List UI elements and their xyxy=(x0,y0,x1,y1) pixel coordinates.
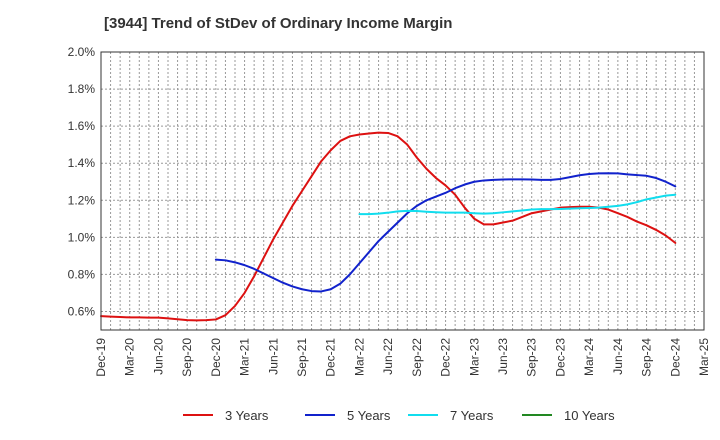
x-tick-label: Mar-24 xyxy=(582,338,596,376)
series-line-7-years xyxy=(358,193,677,216)
x-tick-label: Sep-24 xyxy=(640,338,654,377)
y-tick-label: 0.8% xyxy=(68,267,96,281)
x-tick-label: Sep-21 xyxy=(295,338,309,377)
x-axis-ticks: Dec-19 Mar-20 Jun-20 Sep-20 Dec-20 Mar-21 Jun-… xyxy=(94,338,711,377)
x-tick-label: Dec-21 xyxy=(324,338,338,377)
series-line-3-years xyxy=(100,131,677,322)
x-tick-label: Sep-20 xyxy=(180,338,194,377)
legend-label-5-years: 5 Years xyxy=(347,408,391,423)
series-lines xyxy=(100,131,677,322)
x-tick-label: Mar-25 xyxy=(697,338,711,376)
series-line-5-years xyxy=(214,172,677,293)
x-tick-label: Jun-20 xyxy=(151,338,165,375)
y-tick-label: 1.2% xyxy=(68,193,96,207)
x-tick-label: Dec-20 xyxy=(209,338,223,377)
x-tick-label: Mar-23 xyxy=(467,338,481,376)
plot-frame xyxy=(100,51,705,331)
plot-area xyxy=(101,52,704,330)
y-tick-label: 2.0% xyxy=(68,45,96,59)
legend: 3 Years 5 Years 7 Years 10 Years xyxy=(183,408,615,423)
x-tick-label: Jun-24 xyxy=(611,338,625,375)
x-tick-label: Mar-20 xyxy=(123,338,137,376)
x-tick-label: Jun-22 xyxy=(381,338,395,375)
x-tick-label: Mar-21 xyxy=(238,338,252,376)
y-tick-label: 1.8% xyxy=(68,82,96,96)
x-tick-label: Dec-22 xyxy=(439,338,453,377)
x-tick-label: Sep-23 xyxy=(525,338,539,377)
y-tick-label: 0.6% xyxy=(68,304,96,318)
x-tick-label: Jun-21 xyxy=(266,338,280,375)
chart-title: [3944] Trend of StDev of Ordinary Income… xyxy=(104,15,452,32)
y-axis-ticks: 0.6% 0.8% 1.0% 1.2% 1.4% 1.6% 1.8% 2.0% xyxy=(68,45,96,318)
y-tick-label: 1.4% xyxy=(68,156,96,170)
legend-label-10-years: 10 Years xyxy=(564,408,615,423)
x-tick-label: Dec-23 xyxy=(553,338,567,377)
x-tick-label: Sep-22 xyxy=(410,338,424,377)
x-tick-label: Dec-19 xyxy=(94,338,108,377)
x-tick-label: Jun-23 xyxy=(496,338,510,375)
y-tick-label: 1.6% xyxy=(68,119,96,133)
y-tick-label: 1.0% xyxy=(68,230,96,244)
x-tick-label: Dec-24 xyxy=(668,338,682,377)
legend-label-3-years: 3 Years xyxy=(225,408,269,423)
legend-label-7-years: 7 Years xyxy=(450,408,494,423)
x-tick-label: Mar-22 xyxy=(352,338,366,376)
